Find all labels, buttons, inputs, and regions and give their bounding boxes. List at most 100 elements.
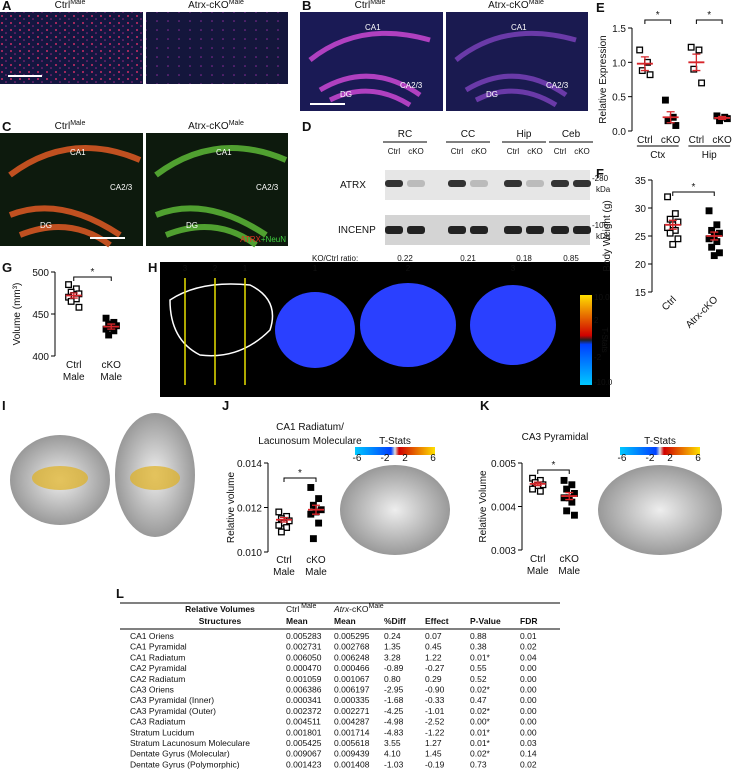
panel-letter: A	[2, 0, 12, 13]
tissue-band	[308, 30, 431, 108]
x-tick-label: cKO	[560, 554, 580, 565]
table-cell: 0.01*	[470, 727, 491, 737]
table-header: Relative Volumes	[185, 604, 255, 614]
label-base: Ctrl	[286, 604, 299, 614]
data-point	[713, 238, 721, 246]
y-tick-label: 0.004	[491, 503, 516, 514]
table-cell: CA2 Pyramidal	[130, 663, 187, 673]
table-cell: 0.001408	[334, 759, 370, 769]
blot-band	[526, 226, 544, 234]
colorbar	[620, 447, 700, 455]
table-cell: 0.006050	[286, 652, 322, 662]
x-tick-label: Ctrl	[660, 294, 679, 313]
table-cell: 0.02*	[470, 749, 491, 759]
data-point	[102, 314, 110, 322]
data-point	[283, 524, 291, 531]
table-cell: 0.45	[425, 642, 442, 652]
colorbar	[580, 295, 592, 385]
panel-letter: J	[222, 398, 229, 413]
table-cell: CA3 Pyramidal (Outer)	[130, 706, 216, 716]
x-tick-label: Male	[558, 566, 580, 577]
table-cell: 0.005295	[334, 631, 370, 641]
label-base: Atrx	[333, 604, 350, 614]
error-bar	[533, 481, 542, 487]
slice-title: 2	[406, 264, 411, 273]
table-cell: CA2 Radiatum	[130, 674, 185, 684]
data-point	[636, 46, 644, 54]
y-axis-label: Relative volume	[226, 471, 237, 543]
colorbar-tick: 6	[695, 453, 701, 464]
mri-slice	[360, 283, 456, 367]
colorbar-tick: 2	[402, 453, 408, 464]
data-point	[646, 71, 654, 79]
table-cell: 3.55	[384, 738, 401, 748]
tissue-band	[154, 145, 288, 248]
panel-letter: K	[480, 398, 490, 413]
sig-bracket	[695, 19, 723, 24]
stain-neun: +NeuN	[261, 235, 286, 244]
data-point	[560, 476, 568, 484]
slice-mark: 1	[243, 264, 248, 273]
table-header: Structures	[199, 616, 242, 626]
region-label: CA1	[511, 23, 527, 32]
data-point	[664, 193, 671, 201]
data-point	[105, 331, 113, 339]
x-tick-label: Ctrl	[276, 555, 292, 566]
table-cell: 0.07	[425, 631, 442, 641]
table-cell: 0.006248	[334, 652, 370, 662]
blot-band	[407, 226, 425, 234]
sample-label: Atrx-cKOMale	[188, 120, 244, 132]
table-cell: 0.01*	[470, 652, 491, 662]
error-bar	[312, 504, 320, 515]
ratio-label: KO/Ctrl ratio:	[312, 254, 358, 263]
lane-label: Ctrl	[554, 147, 567, 156]
table-header: FDR	[520, 616, 537, 626]
mri-slice	[275, 292, 355, 368]
y-tick-label: 0.012	[237, 504, 262, 515]
data-point	[275, 521, 283, 529]
region-label: CA2/3	[546, 81, 569, 90]
x-tick-label: Male	[527, 566, 549, 577]
table-cell: 0.002372	[286, 706, 322, 716]
x-tick-label: Male	[305, 567, 327, 578]
error-bar	[666, 111, 675, 124]
x-tick-label: Atrx-cKO	[684, 294, 721, 331]
hippocampus	[130, 466, 180, 490]
table-cell: 0.005283	[286, 631, 322, 641]
lane-label: Ctrl	[388, 147, 401, 156]
table-cell: 3.28	[384, 652, 401, 662]
table-cell: 0.01	[520, 631, 537, 641]
data-point	[309, 535, 317, 543]
y-tick-label: 0.0	[612, 127, 626, 138]
tissue-band	[8, 145, 142, 248]
lane-label: cKO	[471, 147, 487, 156]
error-bar	[69, 292, 78, 299]
colorbar-title: T-Stats	[644, 436, 676, 447]
table-cell: -1.22	[425, 727, 445, 737]
marker-unit: kDa	[596, 232, 611, 241]
region-label: DG	[486, 90, 498, 99]
table-cell: 0.00	[520, 727, 537, 737]
blot-band	[448, 180, 466, 187]
label-sup: Male	[229, 0, 244, 6]
y-tick-label: 15	[635, 288, 647, 299]
x-tick-label: cKO	[712, 135, 732, 146]
table-cell: -1.68	[384, 695, 404, 705]
y-tick-label: 1.5	[612, 24, 626, 35]
data-point	[563, 485, 571, 493]
data-point	[568, 481, 576, 489]
table-cell: -4.98	[384, 717, 404, 727]
micrograph-signal	[146, 12, 288, 84]
label-sup: Male	[370, 0, 385, 6]
colorbar-title: T-Stats	[600, 327, 609, 352]
table-cell: 0.000335	[334, 695, 370, 705]
table-cell: 0.001801	[286, 727, 322, 737]
sig-bracket	[537, 469, 570, 474]
table-cell: 0.001714	[334, 727, 370, 737]
ratio-value: 0.85	[563, 254, 579, 263]
table-cell: 0.00	[520, 685, 537, 695]
table-cell: 0.000466	[334, 663, 370, 673]
colorbar	[355, 447, 435, 455]
table-cell: 0.00	[520, 706, 537, 716]
blot-band	[385, 180, 403, 187]
